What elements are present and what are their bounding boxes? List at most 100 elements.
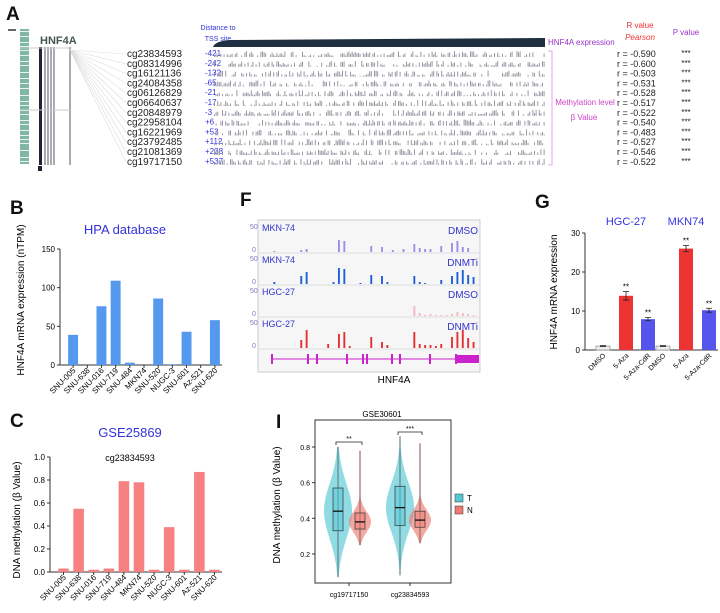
methylation-bar [505, 72, 507, 77]
methylation-bar [290, 149, 292, 155]
methylation-bar [404, 65, 406, 67]
methylation-bar [228, 82, 230, 87]
methylation-bar [502, 72, 503, 77]
methylation-bar [466, 94, 468, 97]
methylation-bar [447, 72, 449, 77]
connector-line [69, 49, 127, 143]
methylation-bar [234, 131, 236, 136]
track-scale-min: 0 [252, 279, 256, 286]
methylation-bar [473, 72, 475, 77]
methylation-bar [263, 52, 265, 57]
methylation-bar [252, 62, 254, 67]
methylation-bar [286, 65, 287, 67]
methylation-bar [519, 73, 521, 77]
signal-peak [418, 248, 421, 252]
methylation-bar [278, 91, 279, 97]
r-value-header: R value [626, 21, 654, 30]
methylation-bar [538, 63, 540, 67]
methylation-bar [526, 54, 527, 57]
methylation-bar [460, 130, 462, 136]
methylation-bar [308, 92, 310, 97]
methylation-bar [490, 65, 492, 67]
methylation-bar [410, 122, 412, 126]
methylation-bar [233, 114, 235, 116]
methylation-bar [350, 53, 351, 57]
methylation-bar [366, 112, 367, 116]
methylation-bar [412, 110, 414, 116]
methylation-bar [506, 102, 508, 106]
methylation-bar [431, 71, 433, 77]
probe-id: cg16121136 [127, 69, 182, 80]
methylation-bar [287, 159, 289, 165]
probe-id: cg06126829 [127, 88, 182, 99]
methylation-bar [527, 120, 529, 126]
methylation-bar [497, 140, 499, 146]
methylation-bar [454, 62, 455, 67]
methylation-bar [407, 124, 409, 126]
pearson-r: r = -0.483 [617, 127, 656, 137]
methylation-bar [478, 94, 479, 97]
methylation-bar [265, 71, 267, 77]
methylation-bar [329, 54, 331, 57]
methylation-bar [289, 71, 291, 77]
methylation-bar [406, 131, 407, 136]
methylation-bar [228, 94, 230, 97]
methylation-bar [249, 94, 251, 97]
methylation-bar [329, 62, 331, 67]
methylation-bar [441, 71, 443, 77]
methylation-bar [471, 140, 473, 146]
methylation-bar [390, 90, 391, 97]
chromosome-band [20, 130, 29, 131]
significance-bracket [335, 441, 363, 445]
methylation-bar [247, 121, 249, 126]
methylation-bar [505, 161, 507, 165]
track-cell-label: MKN-74 [262, 255, 295, 265]
methylation-bar [222, 70, 223, 77]
methylation-bar [262, 143, 263, 146]
methylation-bar [532, 52, 534, 57]
methylation-bar [249, 153, 251, 155]
methylation-bar [401, 93, 403, 97]
pearson-r: r = -0.517 [617, 98, 656, 108]
methylation-bar [534, 73, 535, 77]
connector-line [69, 49, 127, 133]
methylation-bar [276, 61, 278, 67]
methylation-bar [246, 152, 247, 155]
methylation-bar [332, 121, 334, 126]
probe-id: cg24084358 [127, 78, 182, 89]
probe-id: cg06640637 [127, 98, 182, 109]
methylation-bar [314, 151, 316, 155]
methylation-bar [430, 160, 431, 165]
methylation-bar [418, 82, 420, 87]
methylation-bar [468, 131, 470, 136]
methylation-bar [215, 94, 217, 97]
methylation-bar [364, 134, 366, 136]
methylation-bar [412, 133, 414, 136]
methylation-bar [476, 104, 478, 106]
methylation-bar [484, 64, 486, 67]
methylation-bar [394, 132, 396, 136]
methylation-bar [417, 74, 419, 77]
methylation-bar [338, 159, 340, 165]
methylation-bar [271, 101, 273, 106]
methylation-bar [431, 161, 433, 165]
methylation-bar [294, 82, 295, 87]
significance-stars: ** [683, 236, 689, 245]
methylation-bar [226, 93, 228, 97]
methylation-bar [340, 53, 342, 57]
chart-i: GSE30601 DNA methylation (β Value) 0.20.… [272, 410, 473, 599]
methylation-bar [278, 61, 279, 67]
methylation-bar [289, 159, 291, 165]
methylation-bar [287, 104, 289, 106]
methylation-bar [394, 83, 396, 87]
methylation-bar [455, 152, 457, 155]
methylation-bar [239, 162, 241, 165]
methylation-bar [222, 120, 223, 126]
legend-label: T [467, 494, 472, 503]
methylation-bar [318, 142, 319, 146]
methylation-bar [449, 80, 451, 87]
methylation-bar [481, 121, 483, 126]
methylation-bar [305, 94, 307, 97]
methylation-bar [326, 71, 327, 77]
methylation-bar [444, 132, 446, 136]
